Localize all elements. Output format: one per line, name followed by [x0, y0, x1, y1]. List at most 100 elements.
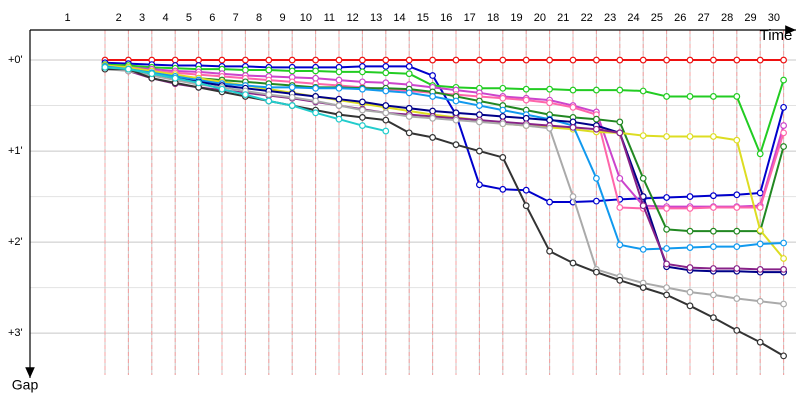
- data-point: [288, 102, 296, 109]
- data-point: [312, 84, 320, 92]
- x-tick-label: 17: [464, 12, 476, 24]
- data-point: [569, 259, 577, 267]
- data-point: [616, 129, 624, 137]
- x-tick-label: 23: [604, 12, 616, 24]
- data-point: [499, 84, 507, 92]
- data-point: [569, 103, 577, 111]
- data-point: [101, 63, 109, 71]
- data-point: [382, 56, 390, 64]
- x-tick-label: 3: [139, 12, 145, 24]
- data-point: [780, 56, 787, 64]
- data-point: [756, 204, 764, 211]
- data-point: [382, 116, 390, 124]
- y-tick-label: +3': [8, 327, 23, 339]
- x-tick-label: 21: [557, 12, 569, 24]
- x-axis-label: Time: [760, 27, 793, 44]
- data-point: [405, 89, 413, 97]
- data-point: [663, 260, 670, 268]
- data-point: [686, 193, 694, 200]
- data-point: [780, 143, 787, 150]
- data-point: [382, 87, 390, 95]
- data-point: [710, 93, 717, 100]
- data-point: [265, 56, 273, 64]
- data-point: [312, 67, 320, 75]
- data-point: [639, 56, 647, 64]
- data-point: [359, 78, 366, 86]
- data-point: [639, 87, 647, 95]
- data-point: [546, 247, 553, 255]
- data-point: [546, 116, 553, 124]
- data-point: [733, 265, 741, 272]
- data-point: [733, 56, 741, 64]
- data-point: [710, 314, 717, 322]
- data-point: [522, 114, 530, 122]
- data-point: [476, 56, 483, 64]
- y-tick-label: +2': [8, 236, 23, 248]
- data-point: [195, 79, 203, 87]
- data-point: [569, 124, 577, 131]
- data-point: [756, 56, 764, 64]
- data-point: [616, 56, 624, 64]
- data-point: [710, 192, 717, 200]
- data-point: [780, 76, 787, 84]
- y-tick-label: +0': [8, 54, 23, 66]
- data-point: [522, 122, 530, 129]
- data-point: [686, 227, 694, 235]
- x-tick-label: 15: [417, 12, 429, 24]
- data-point: [265, 91, 273, 99]
- series-line: [104, 67, 784, 271]
- data-point: [710, 291, 717, 299]
- data-point: [733, 243, 741, 251]
- x-tick-label: 14: [393, 12, 405, 24]
- data-point: [499, 56, 507, 64]
- x-tick-label: 20: [534, 12, 546, 24]
- data-point: [710, 243, 717, 251]
- data-point: [288, 56, 296, 64]
- x-tick-label: 24: [627, 12, 639, 24]
- data-point: [686, 93, 694, 100]
- data-point: [663, 245, 670, 252]
- data-point: [499, 154, 507, 161]
- data-point: [288, 83, 296, 91]
- x-tick-label: 7: [233, 12, 239, 24]
- data-point: [546, 99, 553, 107]
- data-point: [756, 240, 764, 248]
- x-tick-label: 6: [209, 12, 215, 24]
- data-point: [569, 193, 577, 200]
- data-point: [476, 118, 483, 126]
- data-point: [639, 284, 647, 292]
- series-line: [104, 64, 785, 260]
- data-point: [686, 244, 694, 251]
- data-point: [148, 70, 156, 78]
- data-point: [522, 85, 530, 93]
- x-tick-label: 10: [300, 12, 312, 24]
- data-point: [335, 68, 343, 76]
- data-point: [639, 202, 647, 210]
- data-point: [686, 264, 694, 271]
- data-point: [405, 70, 413, 78]
- data-point: [569, 86, 577, 94]
- series-line: [104, 68, 784, 305]
- x-tick-label: 8: [256, 12, 262, 24]
- data-point: [546, 198, 553, 206]
- data-point: [405, 104, 413, 112]
- data-point: [522, 56, 530, 64]
- data-point: [429, 134, 437, 141]
- data-point: [616, 174, 624, 182]
- data-point: [382, 102, 390, 109]
- y-tick-label: +1': [8, 145, 23, 157]
- data-point: [780, 129, 787, 137]
- data-point: [710, 204, 717, 211]
- series-line: [104, 66, 785, 233]
- data-point: [733, 227, 741, 235]
- data-point: [429, 107, 437, 115]
- data-point: [405, 113, 413, 120]
- data-point: [663, 225, 670, 233]
- x-tick-label: 11: [324, 12, 335, 24]
- data-point: [616, 204, 624, 211]
- data-point: [359, 85, 366, 93]
- data-point: [382, 79, 390, 87]
- data-point: [452, 97, 460, 105]
- data-point: [476, 147, 483, 155]
